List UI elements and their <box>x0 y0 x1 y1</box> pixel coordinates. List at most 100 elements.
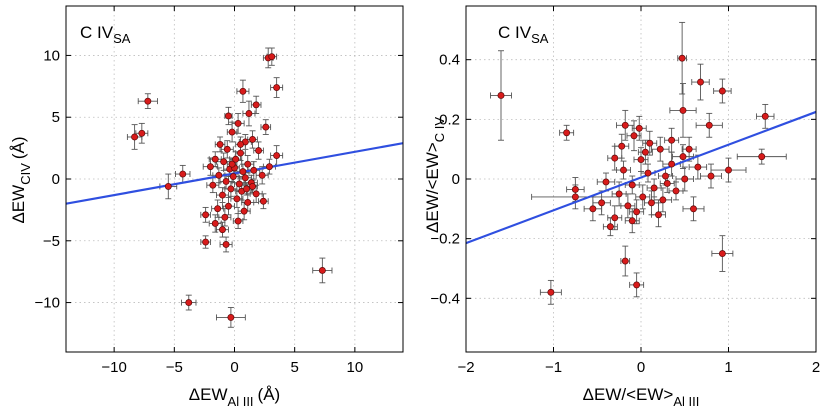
fit-line <box>466 110 816 245</box>
y-tick-label: 0.2 <box>439 111 460 128</box>
x-tick-label: 2 <box>812 359 820 376</box>
x-axis-label: ΔEWAl III (Å) <box>189 385 280 409</box>
data-point <box>216 140 224 148</box>
data-point <box>639 193 647 201</box>
axes-frame <box>65 5 404 353</box>
data-point <box>668 160 676 168</box>
data-point <box>131 133 139 141</box>
y-tick-label: 10 <box>43 47 60 64</box>
data-point <box>237 140 244 148</box>
data-point <box>681 175 689 183</box>
y-tick-label: −5 <box>43 233 60 250</box>
data-point <box>648 199 655 207</box>
data-point <box>705 121 713 129</box>
data-point <box>628 181 636 189</box>
data-point <box>621 121 629 129</box>
data-point <box>633 208 641 216</box>
data-point <box>628 217 636 225</box>
data-point <box>563 129 571 137</box>
data-point <box>227 185 235 193</box>
data-point <box>219 226 226 234</box>
data-point <box>252 101 260 109</box>
x-axis-label: ΔEW/<EW>Al III <box>583 385 700 409</box>
data-point <box>697 78 704 86</box>
data-point <box>234 217 242 225</box>
data-point <box>725 166 732 174</box>
panel-annotation: C IVSA <box>498 23 549 46</box>
right-scatter-panel: −2 −1 0 1 2 −0.4 −0.2 0 0.2 0.4 C IVSA ΔEW/<EW>Al I… <box>423 5 820 409</box>
data-point <box>672 187 680 195</box>
data-point <box>662 172 669 180</box>
data-point <box>630 132 638 140</box>
data-point <box>268 53 276 61</box>
data-point <box>646 139 654 147</box>
data-point <box>227 313 235 321</box>
data-point <box>228 160 236 168</box>
data-point <box>249 182 257 190</box>
x-tick-label: 0 <box>637 359 645 376</box>
data-point <box>318 266 326 274</box>
data-point <box>259 197 267 205</box>
data-layer <box>66 47 403 328</box>
y-axis-label: ΔEW/<EW>C IV <box>423 117 447 233</box>
x-tick-label: −1 <box>545 359 562 376</box>
x-tick-label: 5 <box>291 359 299 376</box>
data-point <box>273 152 281 159</box>
data-point <box>273 84 281 92</box>
y-tick-label: −0.2 <box>430 231 460 248</box>
data-point <box>225 112 232 120</box>
data-point <box>656 145 664 153</box>
y-axis-label: ΔEWCIV(Å) <box>9 136 33 223</box>
data-point <box>679 153 687 161</box>
data-point <box>644 169 652 177</box>
data-point <box>602 178 610 186</box>
data-point <box>571 185 579 193</box>
data-point <box>211 220 219 227</box>
data-point <box>138 129 146 137</box>
data-point <box>202 238 210 246</box>
data-point <box>211 155 219 163</box>
data-point <box>258 171 266 179</box>
x-tick-label: 10 <box>347 359 364 376</box>
x-tick-label: −2 <box>457 359 474 376</box>
x-tick-label: 1 <box>724 359 732 376</box>
data-point <box>255 147 263 155</box>
data-point <box>659 196 667 204</box>
data-point <box>244 160 252 168</box>
data-point <box>641 148 649 156</box>
data-point <box>221 213 229 221</box>
data-point <box>758 153 766 161</box>
data-point <box>650 184 658 192</box>
left-scatter-panel: −10 −5 0 5 10 −10 −5 0 5 10 C IVSA ΔEWAl III (Å) ΔEWC… <box>9 5 404 409</box>
data-point <box>234 119 242 127</box>
data-point <box>685 145 693 153</box>
axes-frame <box>465 5 817 353</box>
y-tick-label: 5 <box>52 109 60 126</box>
data-point <box>250 166 258 174</box>
data-point <box>635 124 643 132</box>
data-point <box>223 145 231 153</box>
data-point <box>663 180 671 187</box>
data-point <box>252 190 260 198</box>
data-point <box>209 181 217 189</box>
y-tick-label: 0 <box>52 171 60 188</box>
data-point <box>611 214 619 222</box>
data-point <box>240 207 248 215</box>
y-tick-label: −10 <box>35 295 60 312</box>
data-point <box>244 199 252 206</box>
data-point <box>265 163 273 171</box>
data-point <box>239 87 247 95</box>
data-point <box>611 154 619 162</box>
data-point <box>222 241 230 248</box>
data-point <box>497 92 505 99</box>
data-point <box>219 191 226 199</box>
data-point <box>220 158 228 166</box>
data-point <box>243 185 250 193</box>
data-point <box>624 202 632 210</box>
data-point <box>621 257 629 265</box>
data-point <box>164 182 172 190</box>
y-tick-label: 0 <box>452 171 460 188</box>
data-point <box>589 205 597 213</box>
data-point <box>235 180 243 188</box>
